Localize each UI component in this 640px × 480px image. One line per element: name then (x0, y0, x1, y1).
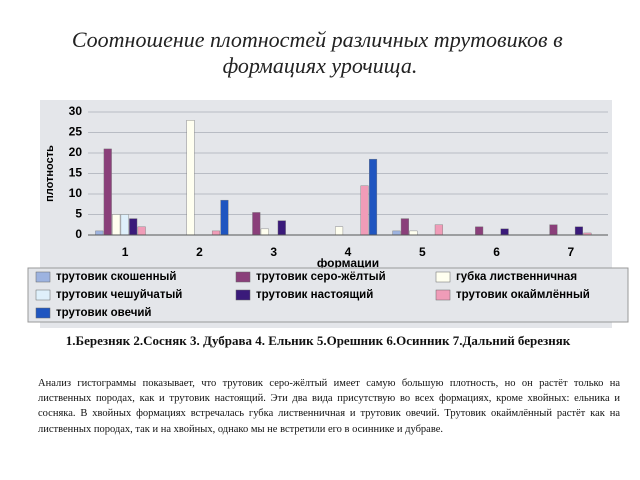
bar (392, 230, 401, 236)
bar (475, 226, 484, 236)
y-axis-label: плотность (44, 145, 56, 202)
formation-key: 1.Березняк 2.Сосняк 3. Дубрава 4. Ельник… (66, 333, 571, 348)
legend-swatch (235, 271, 251, 283)
bar (186, 119, 195, 236)
x-axis-label: формации (317, 256, 379, 270)
x-tick-label: 2 (196, 245, 203, 259)
legend-swatch (35, 271, 51, 283)
legend-swatch (435, 289, 451, 301)
bar (360, 185, 369, 236)
bar (549, 224, 558, 236)
bar (137, 226, 146, 236)
bar (500, 228, 509, 236)
y-tick-label: 20 (69, 145, 83, 159)
bar (400, 218, 409, 236)
y-tick-label: 15 (69, 166, 83, 180)
legend-label: трутовик чешуйчатый (56, 289, 182, 301)
legend-swatch (435, 271, 451, 283)
bar (574, 226, 583, 236)
bar (369, 158, 378, 236)
analysis-text: Анализ гистограммы показывает, что труто… (38, 378, 620, 435)
bar (120, 214, 129, 236)
legend-swatch (35, 307, 51, 319)
legend-label: трутовик настоящий (256, 289, 373, 301)
y-tick-label: 10 (69, 186, 83, 200)
y-tick-label: 25 (69, 125, 83, 139)
legend-label: трутовик скошенный (56, 271, 176, 283)
y-tick-label: 30 (69, 104, 83, 118)
bar (129, 218, 138, 236)
bar (95, 230, 104, 236)
x-tick-label: 6 (493, 245, 500, 259)
chart-title: Соотношение плотностей различных трутови… (72, 27, 568, 78)
y-tick-label: 0 (75, 227, 82, 241)
x-tick-label: 4 (345, 245, 352, 259)
y-tick-label: 5 (75, 207, 82, 221)
bar (434, 224, 443, 236)
x-tick-label: 5 (419, 245, 426, 259)
legend-label: губка лиственничная (456, 271, 577, 283)
bar (409, 230, 418, 236)
bar (220, 199, 229, 236)
bar (103, 148, 112, 236)
bar (211, 230, 221, 236)
legend-swatch (35, 289, 51, 301)
x-tick-label: 7 (568, 245, 575, 259)
legend-label: трутовик овечий (56, 307, 152, 319)
bar (335, 226, 344, 236)
bar (277, 220, 286, 236)
bar (260, 228, 269, 236)
legend-label: трутовик окаймлённый (456, 289, 590, 301)
x-tick-label: 3 (270, 245, 277, 259)
legend-box (27, 267, 629, 323)
bar (252, 212, 261, 236)
x-tick-label: 1 (122, 245, 129, 259)
bar (112, 214, 121, 236)
legend-label: трутовик серо-жёлтый (256, 271, 386, 283)
legend-swatch (235, 289, 251, 301)
